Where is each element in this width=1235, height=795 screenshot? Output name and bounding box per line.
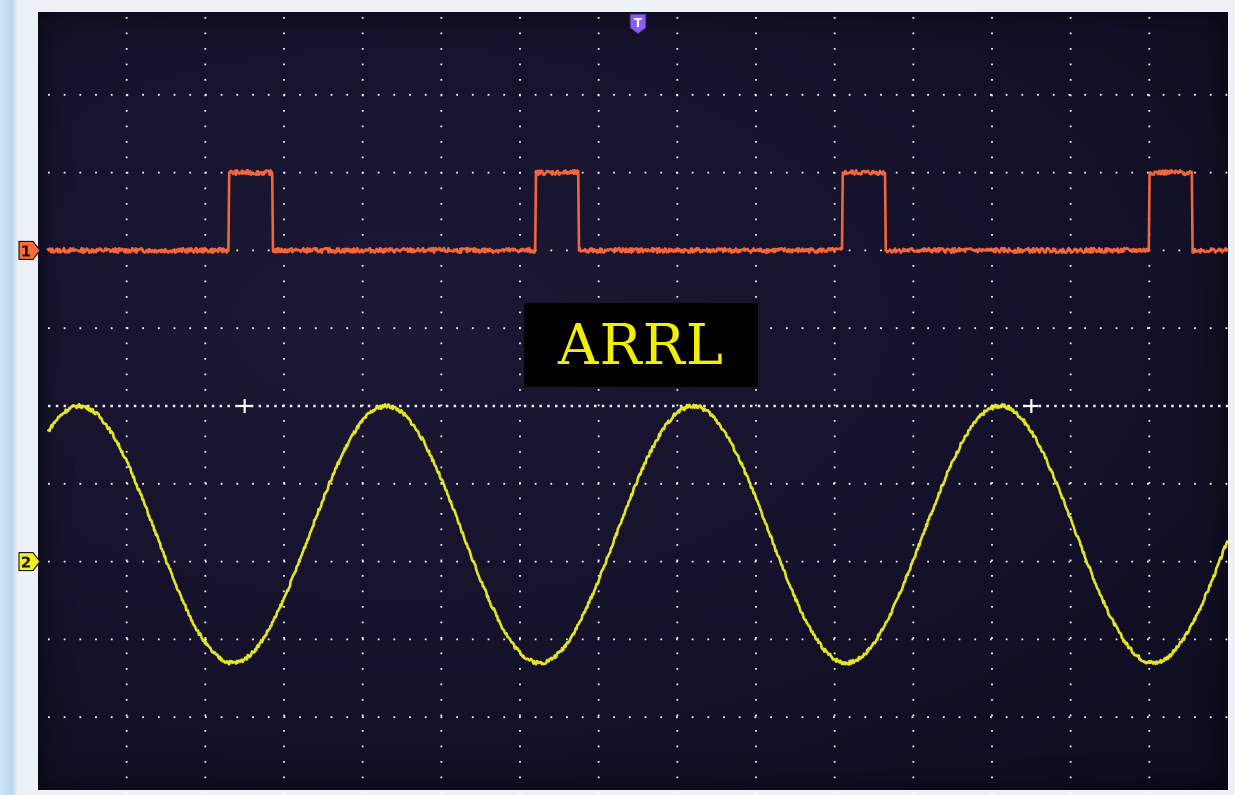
channel-1-trace [46,169,1229,254]
channel-1-marker-label: 1 [21,242,31,260]
watermark-text: ARRL [558,312,724,378]
watermark-label-box: ARRL [524,303,758,387]
traces [46,169,1229,666]
trigger-position-marker: T [629,13,647,35]
channel-2-marker-label: 2 [21,554,31,572]
markers: 1 2 T [18,13,647,572]
channel-2-trace [46,402,1229,666]
trigger-marker-label: T [634,16,643,30]
channel-2-ground-marker: 2 [18,552,41,572]
channel-1-ground-marker: 1 [18,240,41,260]
graticule [48,17,1228,795]
